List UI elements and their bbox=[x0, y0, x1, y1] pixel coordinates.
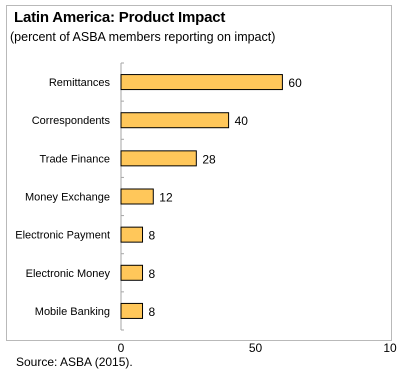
bar bbox=[121, 151, 196, 166]
bar bbox=[121, 227, 143, 242]
x-tick-label: 0 bbox=[118, 341, 125, 355]
category-label: Correspondents bbox=[32, 115, 111, 127]
bar bbox=[121, 113, 229, 128]
bar bbox=[121, 75, 282, 90]
category-label: Trade Finance bbox=[39, 153, 110, 165]
data-label: 12 bbox=[159, 191, 173, 205]
data-label: 60 bbox=[288, 76, 302, 90]
data-label: 28 bbox=[202, 152, 216, 166]
category-label: Remittances bbox=[49, 77, 111, 89]
data-label: 8 bbox=[149, 229, 156, 243]
data-label: 8 bbox=[149, 267, 156, 281]
category-label: Electronic Money bbox=[26, 268, 111, 280]
category-label: Money Exchange bbox=[25, 192, 110, 204]
source-note: Source: ASBA (2015). bbox=[16, 355, 133, 369]
category-label: Mobile Banking bbox=[35, 306, 110, 318]
x-tick-label: 50 bbox=[249, 341, 263, 355]
bar bbox=[121, 303, 143, 318]
bar bbox=[121, 189, 153, 204]
data-label: 40 bbox=[235, 114, 249, 128]
category-label: Electronic Payment bbox=[15, 230, 110, 242]
x-tick-label: 10 bbox=[383, 341, 397, 355]
data-label: 8 bbox=[149, 305, 156, 319]
bar bbox=[121, 265, 143, 280]
